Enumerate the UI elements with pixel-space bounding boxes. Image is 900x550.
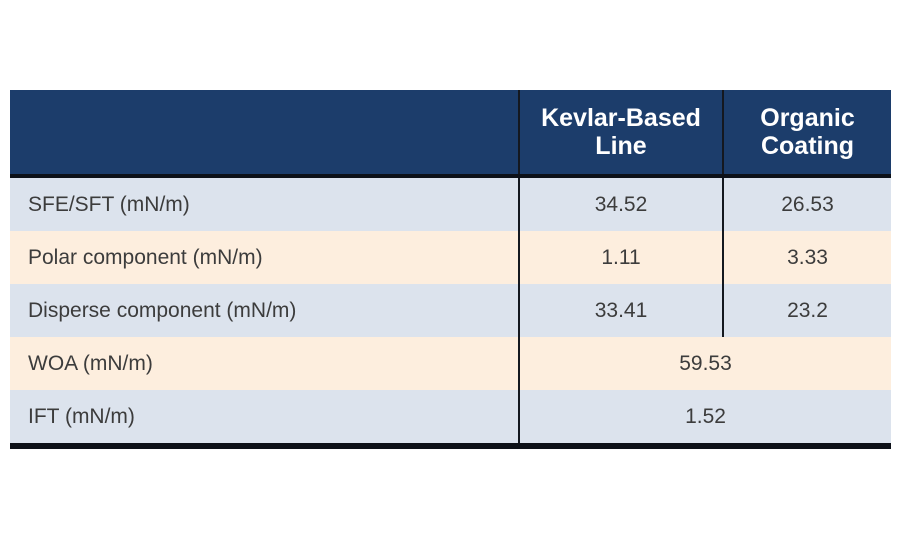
table-row-sfe-sft: SFE/SFT (mN/m) 34.52 26.53 [10, 178, 891, 231]
value-cell-merged: 1.52 [518, 390, 891, 443]
row-label: IFT (mN/m) [28, 404, 135, 428]
row-label: Disperse component (mN/m) [28, 298, 297, 322]
surface-properties-table: Kevlar-Based Line Organic Coating SFE/SF… [10, 90, 891, 449]
table-header-row: Kevlar-Based Line Organic Coating [10, 90, 891, 178]
row-label: SFE/SFT (mN/m) [28, 192, 190, 216]
header-kevlar-based-line: Kevlar-Based Line [518, 90, 722, 174]
value-cell-organic: 3.33 [722, 231, 891, 284]
value-cell-kevlar: 33.41 [518, 284, 722, 337]
table-row-woa: WOA (mN/m) 59.53 [10, 337, 891, 390]
value-cell-kevlar: 1.11 [518, 231, 722, 284]
table-row-ift: IFT (mN/m) 1.52 [10, 390, 891, 443]
value-cell-kevlar: 34.52 [518, 178, 722, 231]
row-label: Polar component (mN/m) [28, 245, 263, 269]
table-row-disperse-component: Disperse component (mN/m) 33.41 23.2 [10, 284, 891, 337]
header-organic-coating: Organic Coating [722, 90, 891, 174]
value-cell-merged: 59.53 [518, 337, 891, 390]
value-cell-organic: 26.53 [722, 178, 891, 231]
table-row-polar-component: Polar component (mN/m) 1.11 3.33 [10, 231, 891, 284]
row-label: WOA (mN/m) [28, 351, 153, 375]
value-cell-organic: 23.2 [722, 284, 891, 337]
header-label-spacer [10, 90, 518, 174]
